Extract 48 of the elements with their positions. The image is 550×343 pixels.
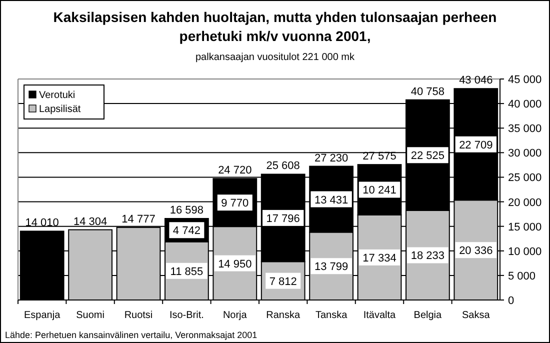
total-label: 43 046 — [459, 74, 493, 87]
data-label: 7 812 — [269, 276, 297, 288]
chart-title: Kaksilapsisen kahden huoltajan, mutta yhden tulonsaajan perheen perhetuki mk/v vuonna 2001, — [53, 9, 497, 44]
data-label: 17 796 — [266, 212, 300, 225]
text: Lähde: Perhetuen kansainvälinen vertailu, Veronmaksajat 2001 — [5, 330, 258, 340]
x-tick-label: Itävalta — [363, 310, 396, 321]
x-tick-label: Suomi — [76, 310, 104, 321]
y-tick-label: 45 000 — [508, 74, 542, 86]
total-label: 40 758 — [410, 86, 445, 98]
y-tick-label: 25 000 — [508, 172, 542, 184]
data-label: 22 525 — [410, 150, 445, 162]
x-tick-label: Iso-Brit. — [169, 310, 204, 321]
x-tick-label: Norja — [222, 310, 248, 321]
total-label: 14 777 — [122, 213, 156, 226]
x-tick-label: Belgia — [414, 310, 442, 321]
data-label: 11 855 — [170, 266, 204, 278]
y-tick-label: 40 000 — [508, 98, 542, 111]
data-label: 14 950 — [218, 258, 252, 270]
data-label: 4 742 — [172, 225, 200, 238]
y-tick-label: 5 000 — [508, 270, 536, 282]
x-tick-label: Tanska — [315, 310, 348, 321]
total-label: 14 304 — [73, 216, 108, 228]
data-label: 9 770 — [221, 198, 249, 210]
legend-label: Verotuki — [39, 90, 76, 101]
y-tick-label: 20 000 — [508, 196, 542, 209]
data-label: 13 799 — [314, 261, 348, 274]
total-label: 25 608 — [266, 160, 300, 172]
data-label: 22 709 — [459, 139, 493, 152]
total-label: 14 010 — [25, 217, 59, 230]
x-tick-label: Ruotsi — [124, 310, 153, 321]
data-label: 20 336 — [459, 245, 493, 258]
y-tick-label: 15 000 — [508, 221, 542, 234]
y-tick-label: 30 000 — [508, 148, 542, 160]
y-tick-label: 10 000 — [508, 246, 542, 258]
x-tick-label: Ranska — [266, 310, 300, 321]
total-label: 24 720 — [218, 164, 252, 177]
y-tick-label: 0 — [508, 295, 514, 307]
legend-label: Lapsilisät — [39, 104, 81, 115]
x-tick-label: Saksa — [462, 310, 490, 321]
chart-subtitle: palkansaajan vuositulot 221 000 mk — [196, 52, 356, 63]
data-label: 13 431 — [314, 194, 348, 206]
x-tick-label: Espanja — [24, 310, 61, 321]
total-label: 27 230 — [314, 152, 348, 164]
total-label: 16 598 — [170, 204, 204, 216]
y-tick-label: 35 000 — [508, 123, 542, 136]
data-label: 18 233 — [410, 250, 445, 262]
data-label: 10 241 — [362, 184, 396, 197]
data-label: 17 334 — [362, 252, 396, 264]
